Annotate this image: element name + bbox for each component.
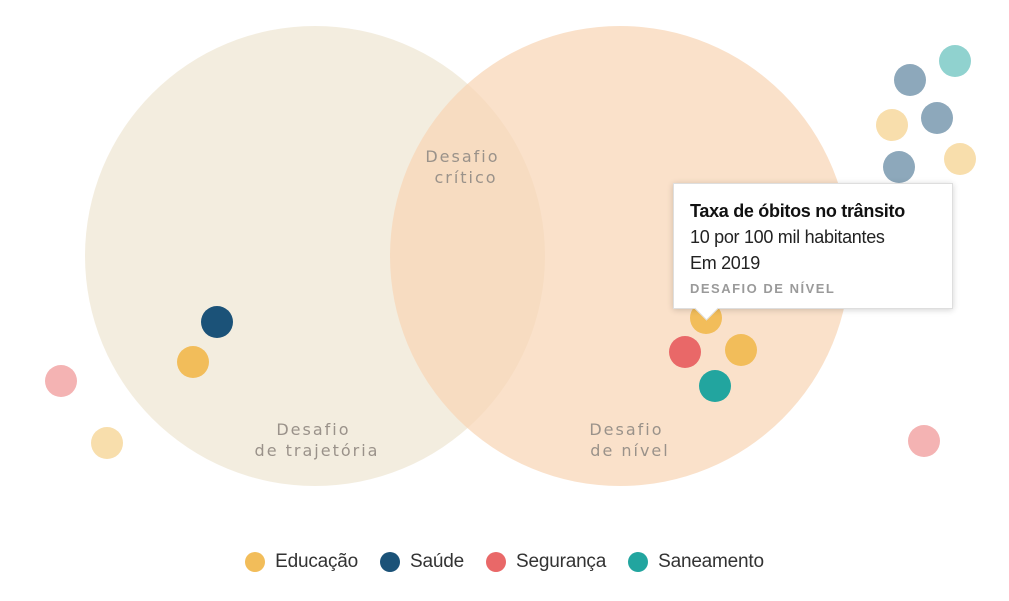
marker-saude[interactable] xyxy=(921,102,953,134)
legend-label-saude: Saúde xyxy=(410,551,464,572)
marker-saneamento[interactable] xyxy=(939,45,971,77)
label-desafio-de-trajetoria-line1: Desafio xyxy=(276,420,350,439)
legend-swatch-educacao xyxy=(245,552,266,572)
circle-desafio-de-nivel xyxy=(390,26,850,486)
marker-seguranca[interactable] xyxy=(45,365,77,397)
tooltip-value: 10 por 100 mil habitantes xyxy=(690,227,885,247)
label-desafio-de-nivel-line2: de nível xyxy=(590,441,669,460)
legend-item-seguranca[interactable]: Segurança xyxy=(486,551,606,573)
marker-saude[interactable] xyxy=(883,151,915,183)
label-desafio-de-trajetoria-line2: de trajetória xyxy=(255,441,380,460)
legend: Educação Saúde Segurança Saneamento xyxy=(0,549,1009,575)
label-desafio-de-nivel: Desafio de nível xyxy=(589,420,670,460)
legend-item-saude[interactable]: Saúde xyxy=(380,551,464,573)
label-desafio-de-nivel-line1: Desafio xyxy=(589,420,663,439)
legend-label-saneamento: Saneamento xyxy=(658,551,764,572)
label-desafio-critico-line2: crítico xyxy=(434,168,497,187)
marker-educacao[interactable] xyxy=(91,427,123,459)
marker-educacao[interactable] xyxy=(177,346,209,378)
tooltip-title: Taxa de óbitos no trânsito xyxy=(690,201,905,221)
legend-item-educacao[interactable]: Educação xyxy=(245,551,358,573)
marker-saude[interactable] xyxy=(201,306,233,338)
legend-swatch-saneamento xyxy=(628,552,649,572)
label-desafio-de-trajetoria: Desafio de trajetória xyxy=(255,420,380,460)
legend-item-saneamento[interactable]: Saneamento xyxy=(628,551,764,573)
label-desafio-critico-line1: Desafio xyxy=(425,147,499,166)
legend-label-seguranca: Segurança xyxy=(516,551,607,572)
legend-label-educacao: Educação xyxy=(275,551,359,572)
legend-swatch-seguranca xyxy=(486,552,506,572)
tooltip-year: Em 2019 xyxy=(690,253,760,273)
indicator-tooltip: Taxa de óbitos no trânsito 10 por 100 mi… xyxy=(673,183,953,309)
tooltip-challenge-type: DESAFIO DE NÍVEL xyxy=(690,281,836,296)
marker-educacao[interactable] xyxy=(725,334,757,366)
marker-educacao[interactable] xyxy=(944,143,976,175)
marker-saude[interactable] xyxy=(894,64,926,96)
marker-educacao[interactable] xyxy=(876,109,908,141)
marker-seguranca[interactable] xyxy=(669,336,701,368)
marker-saneamento[interactable] xyxy=(699,370,731,402)
marker-seguranca[interactable] xyxy=(908,425,940,457)
legend-swatch-saude xyxy=(380,552,401,572)
label-desafio-critico: Desafio crítico xyxy=(425,147,506,187)
